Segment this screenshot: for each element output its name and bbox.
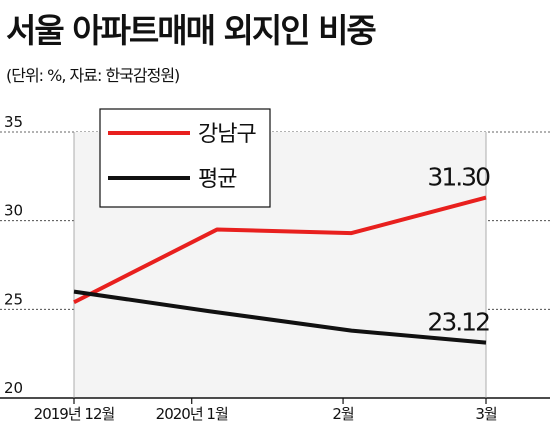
- x-tick-label: 2019년 12월: [34, 405, 115, 423]
- legend-label: 평균: [198, 167, 237, 192]
- axes: [0, 132, 550, 404]
- end-value-label: 23.12: [427, 308, 489, 337]
- y-tick-label: 30: [4, 202, 23, 220]
- legend-label: 강남구: [198, 122, 256, 147]
- legend-box: [99, 108, 271, 208]
- y-tick-label: 35: [4, 113, 23, 131]
- x-tick-label: 2020년 1월: [156, 405, 228, 423]
- chart-title: 서울 아파트매매 외지인 비중: [6, 11, 377, 50]
- x-tick-label: 3월: [475, 405, 497, 423]
- series-line-2: [73, 289, 487, 345]
- labels: 20 25 30 35 2019년 12월 2020년 1월 2월 3월 31.30 23.12: [4, 113, 498, 423]
- x-tick-label: 2월: [332, 405, 354, 423]
- chart-subtitle: (단위: %, 자료: 한국감정원): [6, 66, 180, 85]
- series-line-1: [73, 195, 487, 305]
- end-value-label: 31.30: [427, 163, 490, 192]
- y-tick-label: 25: [4, 290, 23, 308]
- series-lines: [73, 195, 487, 345]
- y-tick-label: 20: [4, 379, 23, 397]
